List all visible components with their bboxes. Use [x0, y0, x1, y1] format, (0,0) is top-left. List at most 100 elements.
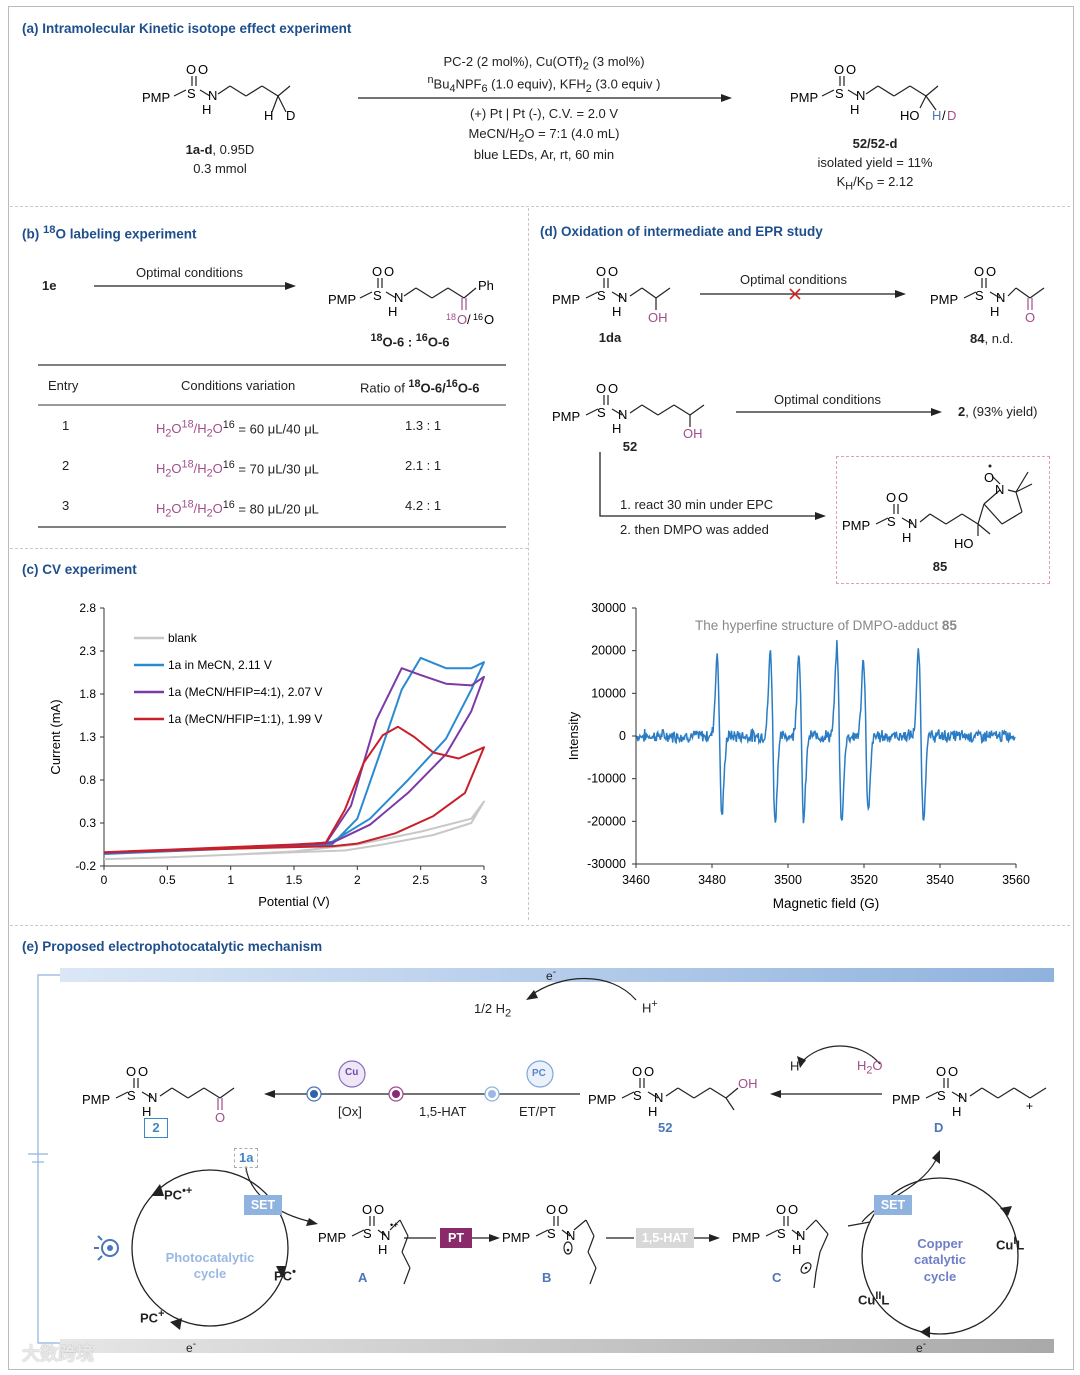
n-label: N [995, 482, 1004, 497]
y-axis-title: Intensity [566, 711, 581, 760]
n-label: N [566, 1228, 575, 1243]
photocatalytic-cycle-label: Photocatalytic cycle [165, 1250, 255, 1282]
half-h2: 1/2 H2 [474, 1001, 512, 1020]
s-label: S [373, 288, 382, 303]
o-label: O [984, 470, 994, 485]
x-tick-label: 2 [354, 873, 361, 887]
legend-label: 1a (MeCN/HFIP=4:1), 2.07 V [168, 685, 322, 699]
mechanism-frame-graphics [28, 968, 1054, 1353]
label-52-mech: 52 [658, 1120, 673, 1135]
y-tick-label: 0 [619, 729, 626, 743]
label-2-box: 2 [144, 1118, 168, 1138]
table-header-ratio: Ratio of 18O-6/16O-6 [360, 378, 480, 396]
panel-c-title: (c) CV experiment [22, 562, 137, 577]
h-label: H [952, 1104, 961, 1119]
o-label: O [186, 62, 196, 77]
slash-label: / [467, 312, 471, 327]
h-label: H [932, 108, 941, 123]
row-conditions: H2O18/H2O16 = 80 μL/20 μL [156, 499, 319, 520]
o-label: O [608, 264, 618, 279]
pmp-label: PMP [552, 292, 580, 307]
n-label: N [654, 1090, 663, 1105]
n-label: N [958, 1090, 967, 1105]
s-label: S [597, 288, 606, 303]
radical-cation-mark: •+ [390, 1220, 398, 1230]
y-tick-label: -20000 [587, 814, 626, 828]
o-label: O [948, 1064, 958, 1079]
pmp-label: PMP [588, 1092, 616, 1107]
label-A: A [358, 1270, 368, 1285]
divider-a [10, 206, 1070, 207]
row-ratio: 1.3 : 1 [405, 418, 442, 433]
set-badge-photo: SET [244, 1195, 282, 1215]
ox-label: [Ox] [338, 1104, 362, 1119]
o-label: O [126, 1064, 136, 1079]
reactant-1e: 1e [42, 278, 57, 293]
o-label: O [632, 1064, 642, 1079]
o-label: O [198, 62, 208, 77]
oh-label: OH [738, 1076, 758, 1091]
condition-line-3: (+) Pt | Pt (-), C.V. = 2.0 V [469, 106, 619, 121]
cation-plus: + [1026, 1099, 1033, 1113]
panel-e-title: (e) Proposed electrophotocatalytic mecha… [22, 939, 323, 954]
s-label: S [547, 1226, 556, 1241]
row-ratio: 2.1 : 1 [405, 458, 442, 473]
o-label: O [484, 312, 494, 327]
pmp-label: PMP [892, 1092, 920, 1107]
panel-d-title: (d) Oxidation of intermediate and EPR st… [540, 224, 823, 239]
y-axis-title: Current (mA) [48, 699, 63, 774]
n-label: N [618, 407, 627, 422]
label-D: D [934, 1120, 944, 1135]
h-label: H [648, 1104, 657, 1119]
arrow-label-b: Optimal conditions [136, 265, 243, 280]
o-label: O [788, 1202, 798, 1217]
x-tick-label: 3560 [1002, 873, 1030, 887]
intermediate-52-structure: PMP S O O N H OH [552, 381, 705, 441]
reaction-arrow-d2 [736, 408, 942, 416]
o-label: O [215, 1110, 225, 1125]
watermark: 大数跨境 [22, 1344, 94, 1364]
x-tick-label: 3480 [698, 873, 726, 887]
y-tick-label: 30000 [591, 601, 626, 615]
reactant-1a-d-structure: PMP S O O N H H D [142, 62, 295, 123]
o-label: O [936, 1064, 946, 1079]
x-axis-title: Potential (V) [258, 894, 330, 909]
d-label: D [286, 108, 295, 123]
s-label: S [975, 288, 984, 303]
o18-superscript: 18 [446, 312, 456, 322]
oh-label: OH [683, 426, 703, 441]
label-1a: 1a [234, 1148, 259, 1169]
divider-vertical [528, 208, 529, 920]
electron-bottom-right: e- [916, 1339, 927, 1355]
hat-label: 1,5-HAT [419, 1104, 467, 1119]
pmp-label: PMP [552, 409, 580, 424]
o-label: O [608, 381, 618, 396]
h-plus-d: H+ [790, 1056, 806, 1074]
cu-i-label: CuIL [996, 1235, 1025, 1253]
row-entry: 2 [62, 458, 70, 473]
divider-b [10, 548, 528, 549]
h-label: H [202, 102, 211, 117]
o-label: O [1025, 310, 1035, 325]
intermediate-D-structure: PMP S O O N H + [892, 1064, 1047, 1119]
copper-cycle-label: Copper catalytic cycle [913, 1236, 967, 1284]
s-label: S [835, 86, 844, 101]
radical-A-structure: PMP S O O N H •+ [318, 1202, 411, 1285]
legend-label: blank [168, 631, 198, 645]
reactant-amount: 0.3 mmol [193, 161, 247, 176]
h-label: H [264, 108, 273, 123]
row-ratio: 4.2 : 1 [405, 498, 442, 513]
radical-B-structure: PMP S O O N [502, 1202, 597, 1285]
y-tick-label: 20000 [591, 644, 626, 658]
legend-label: 1a in MeCN, 2.11 V [168, 658, 272, 672]
o-label: O [898, 490, 908, 505]
figure-frame [8, 6, 1074, 1370]
x-tick-label: 1.5 [286, 873, 303, 887]
hat-badge: 1,5-HAT [636, 1228, 694, 1248]
pmp-label: PMP [318, 1230, 346, 1245]
reaction-arrow-a [358, 94, 732, 102]
cu-badge: Cu [345, 1067, 359, 1078]
o-label: O [986, 264, 996, 279]
label-B: B [542, 1270, 552, 1285]
pc-plus: PC+ [140, 1308, 165, 1326]
